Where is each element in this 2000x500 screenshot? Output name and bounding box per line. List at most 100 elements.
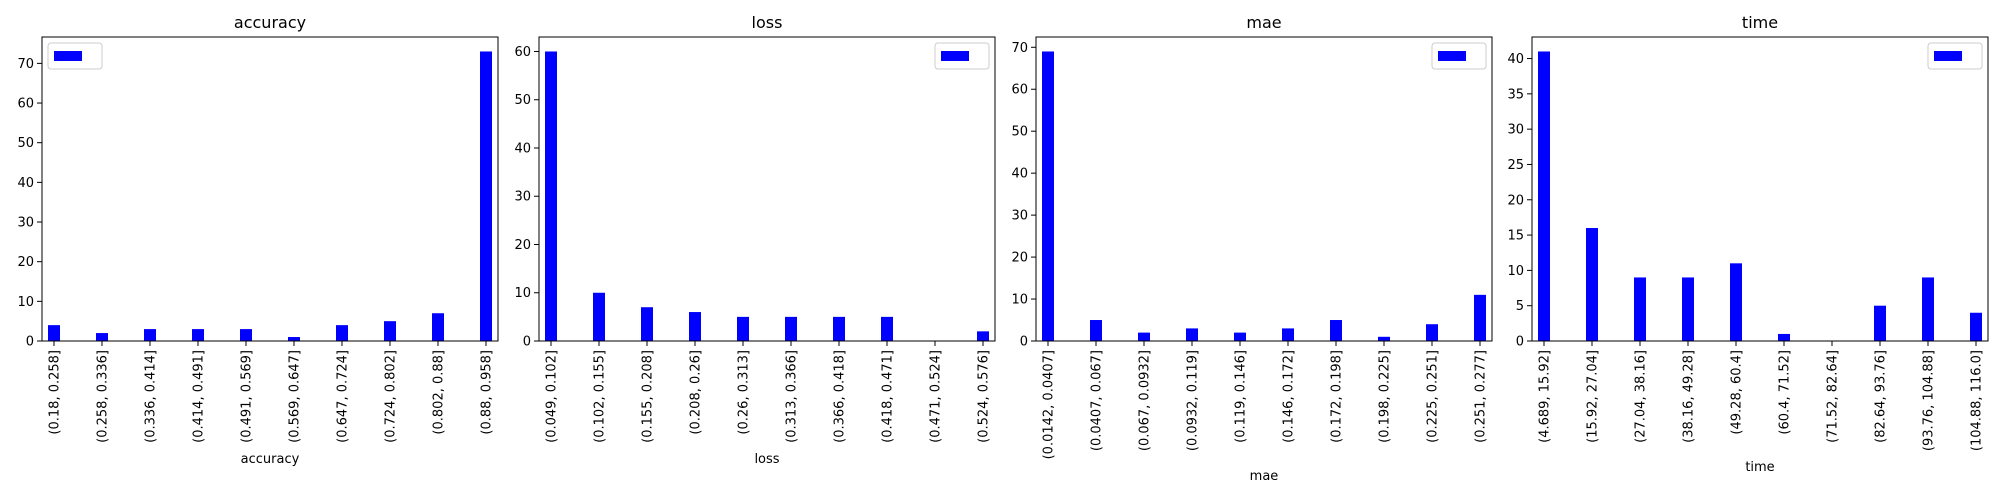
y-tick-label: 20 [1507,193,1524,208]
x-tick-label: (49.28, 60.4] [1730,350,1745,435]
x-tick-label: (0.146, 0.172] [1282,350,1297,443]
bar [1426,324,1438,341]
y-tick-label: 10 [514,286,531,301]
x-tick-label: (0.418, 0.471] [881,350,896,443]
bar [1778,333,1790,341]
y-tick-label: 50 [17,136,34,151]
x-tick-label: (0.251, 0.277] [1474,350,1489,443]
y-tick-label: 30 [17,216,34,231]
x-tick-label: (0.0142, 0.0407] [1042,350,1057,459]
bar [1634,277,1646,341]
x-tick-label: (0.26, 0.313] [737,350,752,435]
bar [833,316,845,341]
y-tick-label: 35 [1507,87,1524,102]
y-tick-label: 20 [17,255,34,270]
y-tick-label: 15 [1507,229,1524,244]
chart-title: mae [1246,13,1281,32]
bar [1474,294,1486,341]
bar [1538,51,1550,341]
x-tick-label: (0.414, 0.491] [192,350,207,443]
y-tick-label: 40 [514,141,531,156]
x-tick-label: (104.88, 116.0] [1970,350,1985,451]
y-tick-label: 60 [514,45,531,60]
chart-title: time [1742,13,1778,32]
x-tick-label: (0.067, 0.0932] [1138,350,1153,451]
x-tick-label: (4.689, 15.92] [1538,350,1553,443]
bar [1282,328,1294,341]
x-tick-label: (60.4, 71.52] [1778,350,1793,435]
chart-panel-accuracy: accuracy 0 10 20 30 40 50 60 70 (0.18, 0.258] (0.2… [17,13,499,467]
y-tick-label: 70 [17,57,34,72]
bar [144,329,156,341]
y-tick-label: 30 [514,190,531,205]
x-tick-label: (0.366, 0.418] [833,350,848,443]
x-axis-label: accuracy [241,452,300,467]
bar [480,51,492,341]
x-tick-label: (0.491, 0.569] [240,350,255,443]
bar [1186,328,1198,341]
legend [934,42,990,70]
x-tick-label: (0.524, 0.576] [977,350,992,443]
y-tick-label: 10 [1507,264,1524,279]
legend-swatch [1934,51,1962,61]
y-tick-label: 40 [1011,167,1028,182]
x-axis-label: mae [1250,469,1279,484]
x-tick-label: (27.04, 38.16] [1634,350,1649,443]
bar [1042,51,1054,341]
x-tick-label: (0.208, 0.26] [689,350,704,435]
bar [288,337,300,341]
bar [1874,305,1886,341]
legend-swatch [54,51,82,61]
y-tick-label: 0 [1516,335,1524,350]
x-tick-label: (15.92, 27.04] [1586,350,1601,443]
bar [192,329,204,341]
y-tick-label: 30 [1507,123,1524,138]
bar [96,333,108,341]
x-axis-label: time [1745,460,1774,475]
y-tick-label: 20 [1011,251,1028,266]
bar [48,325,60,341]
x-tick-label: (0.172, 0.198] [1330,350,1345,443]
bar [1682,277,1694,341]
axes-frame [41,36,499,342]
bar [1922,277,1934,341]
y-tick-label: 0 [1020,335,1028,350]
x-tick-label: (0.18, 0.258] [48,350,63,435]
x-tick-label: (0.102, 0.155] [593,350,608,443]
bar [1586,228,1598,341]
y-tick-label: 30 [1011,209,1028,224]
y-tick-label: 10 [1011,293,1028,308]
x-tick-label: (0.471, 0.524] [929,350,944,443]
bar [336,325,348,341]
bar [977,331,989,341]
x-tick-label: (38.16, 49.28] [1682,350,1697,443]
y-tick-label: 0 [26,335,34,350]
x-tick-label: (0.647, 0.724] [336,350,351,443]
bar [641,307,653,341]
y-tick-label: 50 [1011,125,1028,140]
bar [593,292,605,341]
x-tick-label: (71.52, 82.64] [1826,350,1841,443]
axes-frame [538,36,996,342]
x-tick-label: (0.0407, 0.067] [1090,350,1105,451]
x-tick-label: (0.049, 0.102] [545,350,560,443]
bar [1138,332,1150,341]
chart-title: accuracy [234,13,306,32]
x-tick-label: (0.313, 0.366] [785,350,800,443]
bar [1730,263,1742,341]
chart-panel-loss: loss 0 10 20 30 40 50 60 (0.049, 0.102] (0.102, 0… [514,13,996,467]
axes-frame [1531,36,1989,342]
chart-panel-time: time 0 5 10 15 20 25 30 35 40 (4.689, 15.92] (15.92… [1507,13,1989,475]
y-tick-label: 0 [523,335,531,350]
chart-title: loss [752,13,783,32]
x-tick-label: (0.88, 0.958] [480,350,495,435]
x-axis-label: loss [754,452,779,467]
bar [737,316,749,341]
y-tick-label: 70 [1011,41,1028,56]
bar [432,313,444,341]
x-tick-label: (0.0932, 0.119] [1186,350,1201,451]
y-tick-label: 60 [17,97,34,112]
y-tick-label: 40 [1507,52,1524,67]
bar [1234,332,1246,341]
